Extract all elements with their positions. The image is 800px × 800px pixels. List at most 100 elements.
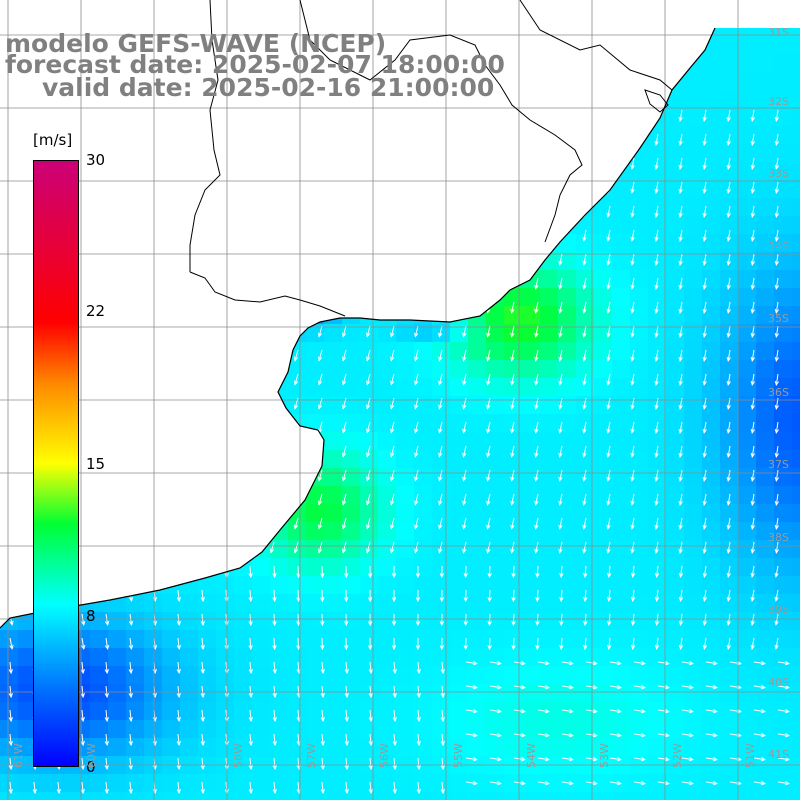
wind-arrow [657,756,671,762]
wind-arrow [197,133,203,146]
wind-speed-cell [288,306,307,325]
lat-label-39s: 39S [768,603,789,616]
lat-label-35s: 35S [768,312,789,325]
wind-speed-cell [342,720,361,739]
wind-arrow [654,589,660,603]
wind-speed-cell [504,54,523,73]
map-title-model: modelo GEFS-WAVE (NCEP) [5,29,387,58]
wind-arrow [341,157,347,170]
wind-arrow [678,109,683,122]
wind-speed-cell [324,396,343,415]
wind-speed-cell [306,180,325,199]
wind-speed-cell [738,216,757,235]
wind-arrow [293,493,299,506]
wind-speed-cell [594,0,613,19]
wind-arrow [438,133,443,146]
wind-speed-cell [486,396,505,415]
wind-arrow [8,733,13,747]
wind-speed-cell [756,342,775,361]
wind-speed-cell [756,0,775,19]
wind-speed-cell [324,252,343,271]
wind-arrow [248,709,253,723]
wind-speed-cell [540,288,559,307]
wind-arrow [197,229,203,242]
wind-speed-cell [144,162,163,181]
wind-arrow [320,661,325,675]
wind-arrow [293,133,299,146]
wind-arrow [125,349,131,362]
wind-arrow [774,301,779,315]
wind-speed-cell [252,774,271,793]
wind-speed-cell [360,234,379,253]
wind-speed-cell [288,108,307,127]
wind-speed-cell [540,306,559,325]
wind-speed-cell [684,216,703,235]
wind-speed-cell [126,360,145,379]
wind-speed-cell [324,612,343,631]
wind-speed-cell [486,108,505,127]
wind-arrow [606,205,611,218]
wind-speed-cell [342,306,361,325]
wind-speed-cell [594,54,613,73]
wind-arrow [389,517,395,530]
wind-speed-cell [198,540,217,559]
wind-speed-cell [594,36,613,55]
wind-arrow [654,493,659,506]
border-line [519,0,673,91]
wind-speed-cell [0,576,19,595]
wind-arrow [197,277,203,290]
wind-speed-cell [288,576,307,595]
wind-speed-cell [252,180,271,199]
wind-speed-cell [540,72,559,91]
wind-speed-cell [432,144,451,163]
wind-speed-cell [504,792,523,800]
wind-speed-cell [450,162,469,181]
wind-speed-cell [648,234,667,253]
wind-speed-cell [414,468,433,487]
wind-speed-cell [18,612,37,631]
wind-speed-cell [504,630,523,649]
wind-speed-cell [558,72,577,91]
wind-arrow [81,589,86,602]
wind-arrow [128,565,134,579]
wind-speed-cell [108,252,127,271]
wind-speed-cell [306,666,325,685]
wind-speed-cell [450,540,469,559]
wind-arrow [344,781,349,795]
wind-speed-cell [648,72,667,91]
wind-arrow [245,541,251,554]
wind-arrow [245,277,251,290]
wind-speed-cell [666,0,685,19]
wind-speed-cell [234,342,253,361]
wind-arrow [221,349,227,362]
wind-speed-cell [576,216,595,235]
wind-speed-cell [612,306,631,325]
wind-speed-cell [774,36,793,55]
wind-speed-cell [216,108,235,127]
wind-speed-cell [684,522,703,541]
wind-speed-cell [234,378,253,397]
wind-arrow [753,780,767,786]
wind-speed-cell [432,630,451,649]
wind-speed-cell [522,648,541,667]
wind-speed-cell [702,504,721,523]
wind-arrow [269,421,275,434]
wind-speed-cell [450,288,469,307]
wind-speed-cell [594,450,613,469]
wind-speed-cell [414,234,433,253]
wind-speed-cell [144,540,163,559]
wind-speed-cell [738,432,757,451]
wind-speed-cell [504,702,523,721]
wind-speed-cell [756,180,775,199]
wind-speed-cell [738,288,757,307]
lon-label-52w: 52W [671,743,684,768]
wind-speed-cell [324,144,343,163]
wind-speed-cell [342,198,361,217]
wind-speed-cell [18,720,37,739]
wind-speed-cell [288,234,307,253]
wind-speed-cell [108,738,127,757]
wind-speed-cell [504,180,523,199]
wind-speed-cell [270,792,289,800]
wind-speed-cell [486,28,505,37]
wind-speed-cell [108,198,127,217]
